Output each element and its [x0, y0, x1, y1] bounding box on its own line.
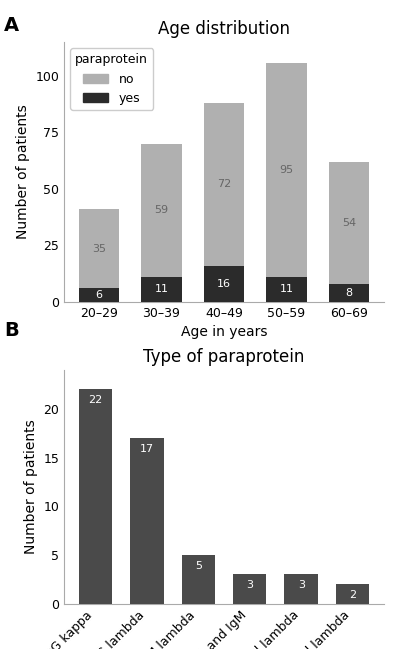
Bar: [266, 62, 307, 277]
Bar: [130, 438, 164, 604]
Title: Age distribution: Age distribution: [158, 20, 290, 38]
Legend: no, yes: no, yes: [70, 49, 153, 110]
Text: 54: 54: [342, 218, 356, 228]
Text: 35: 35: [92, 244, 106, 254]
Bar: [329, 284, 370, 302]
Text: 72: 72: [217, 179, 231, 190]
Text: 16: 16: [217, 278, 231, 289]
Text: 95: 95: [280, 165, 294, 175]
Text: 11: 11: [280, 284, 294, 295]
Bar: [78, 389, 112, 604]
Text: 22: 22: [88, 395, 102, 405]
Bar: [78, 288, 119, 302]
Text: B: B: [4, 321, 19, 340]
Text: 5: 5: [195, 561, 202, 570]
Bar: [233, 574, 266, 604]
Text: 3: 3: [246, 580, 253, 590]
Bar: [78, 209, 119, 288]
X-axis label: Age in years: Age in years: [181, 325, 267, 339]
Bar: [141, 277, 182, 302]
Bar: [204, 103, 244, 265]
Text: A: A: [4, 16, 19, 35]
Bar: [329, 162, 370, 284]
Bar: [284, 574, 318, 604]
Bar: [266, 277, 307, 302]
Text: 3: 3: [298, 580, 305, 590]
Bar: [204, 265, 244, 302]
Bar: [336, 584, 370, 604]
Y-axis label: Number of patients: Number of patients: [24, 419, 38, 554]
Y-axis label: Number of patients: Number of patients: [16, 104, 30, 239]
Title: Type of paraprotein: Type of paraprotein: [143, 348, 305, 365]
Text: 11: 11: [154, 284, 168, 295]
Text: 59: 59: [154, 205, 168, 215]
Text: 17: 17: [140, 444, 154, 454]
Bar: [141, 144, 182, 277]
Text: 6: 6: [95, 290, 102, 300]
Text: 2: 2: [349, 590, 356, 600]
Text: 8: 8: [346, 288, 353, 298]
Bar: [182, 555, 215, 604]
